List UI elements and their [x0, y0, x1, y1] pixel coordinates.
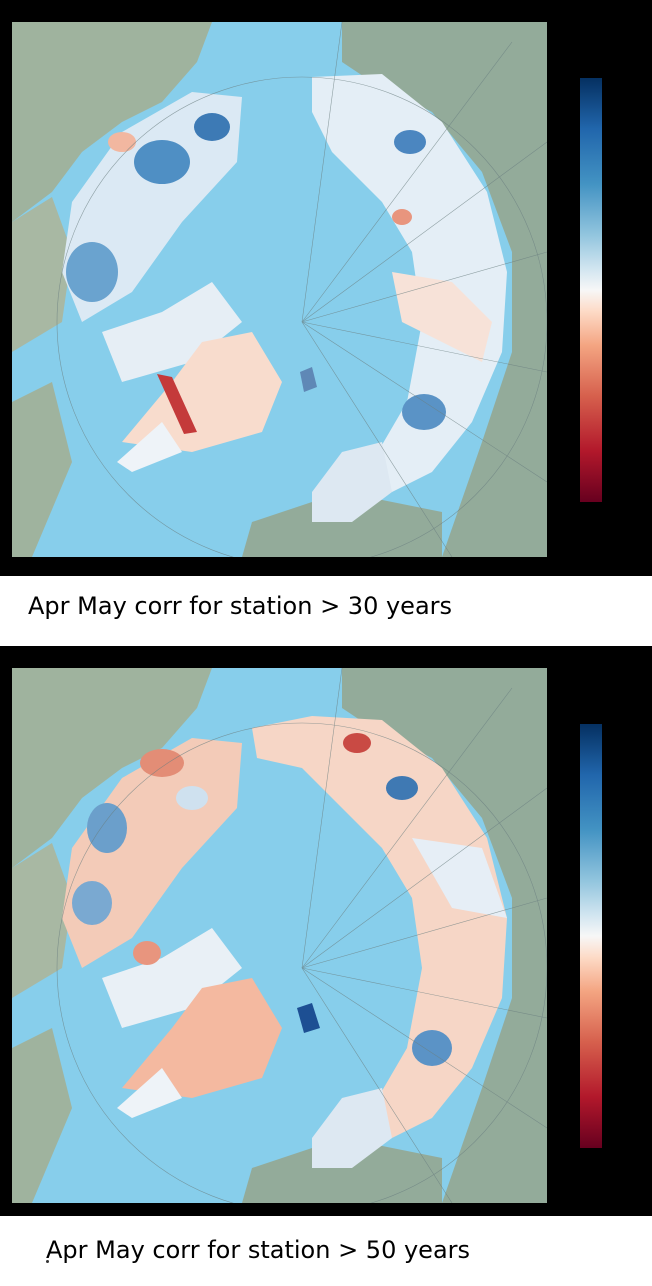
- land-top-left: [12, 22, 212, 222]
- land-bottom: [242, 492, 442, 557]
- red-streak: [157, 374, 197, 434]
- map-panel-30-years: [0, 0, 652, 576]
- blue-anomaly-5: [402, 394, 446, 430]
- caption-text: Apr May corr for station > 30 years: [28, 592, 453, 620]
- map-panel-50-years: [0, 646, 652, 1222]
- blue-anomaly-3: [194, 113, 230, 141]
- map-graphic: [12, 22, 547, 557]
- red-anomaly-2: [392, 209, 412, 225]
- red-anomaly-1: [108, 132, 136, 152]
- svalbard: [300, 367, 317, 392]
- svalbard: [297, 1003, 320, 1033]
- red-anomaly-3: [133, 941, 161, 965]
- map-graphic: [12, 668, 547, 1203]
- blue-anomaly-3: [176, 786, 208, 810]
- polar-map: [12, 22, 547, 557]
- greenland-west-field: [117, 422, 182, 472]
- caption-panel-2: Apr May corr for station > 50 years: [0, 1216, 652, 1286]
- eurasia-field: [312, 74, 507, 492]
- land-top-left: [12, 668, 212, 868]
- land-bottom-left: [12, 1028, 72, 1203]
- caption-text: Apr May corr for station > 50 years: [46, 1236, 471, 1264]
- blue-anomaly-1: [134, 140, 190, 184]
- blue-anomaly-4: [394, 130, 426, 154]
- blue-anomaly-2: [72, 881, 112, 925]
- land-top-right: [342, 22, 547, 557]
- canada-archipelago-field: [102, 282, 242, 382]
- land-bottom: [242, 1138, 442, 1203]
- polar-map: [12, 668, 547, 1203]
- red-anomaly-1: [140, 749, 184, 777]
- greenland-west-field: [117, 1068, 182, 1118]
- eurasia-warm-band: [392, 272, 492, 362]
- red-anomaly-2: [343, 733, 371, 753]
- blue-anomaly-5: [412, 1030, 452, 1066]
- stray-dot: [46, 1260, 49, 1263]
- eurasia-field: [252, 716, 507, 1138]
- colorbar: [580, 724, 602, 1148]
- blue-anomaly-2: [66, 242, 118, 302]
- blue-anomaly-4: [386, 776, 418, 800]
- graticule: [56, 668, 547, 1203]
- scandinavia-field: [312, 442, 392, 522]
- land-top-right: [342, 668, 547, 1203]
- canada-archipelago-field: [102, 928, 242, 1028]
- graticule: [56, 22, 547, 557]
- blue-anomaly-1: [87, 803, 127, 853]
- caption-panel-1: Apr May corr for station > 30 years: [0, 576, 652, 646]
- colorbar: [580, 78, 602, 502]
- land-bottom-left: [12, 382, 72, 557]
- scandinavia-field: [312, 1088, 392, 1168]
- eurasia-cool-band: [412, 838, 507, 918]
